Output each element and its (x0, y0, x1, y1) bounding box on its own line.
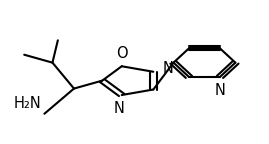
Text: N: N (163, 61, 174, 76)
Text: H₂N: H₂N (14, 96, 42, 111)
Text: O: O (116, 46, 128, 60)
Text: N: N (114, 102, 125, 116)
Text: N: N (214, 83, 225, 98)
